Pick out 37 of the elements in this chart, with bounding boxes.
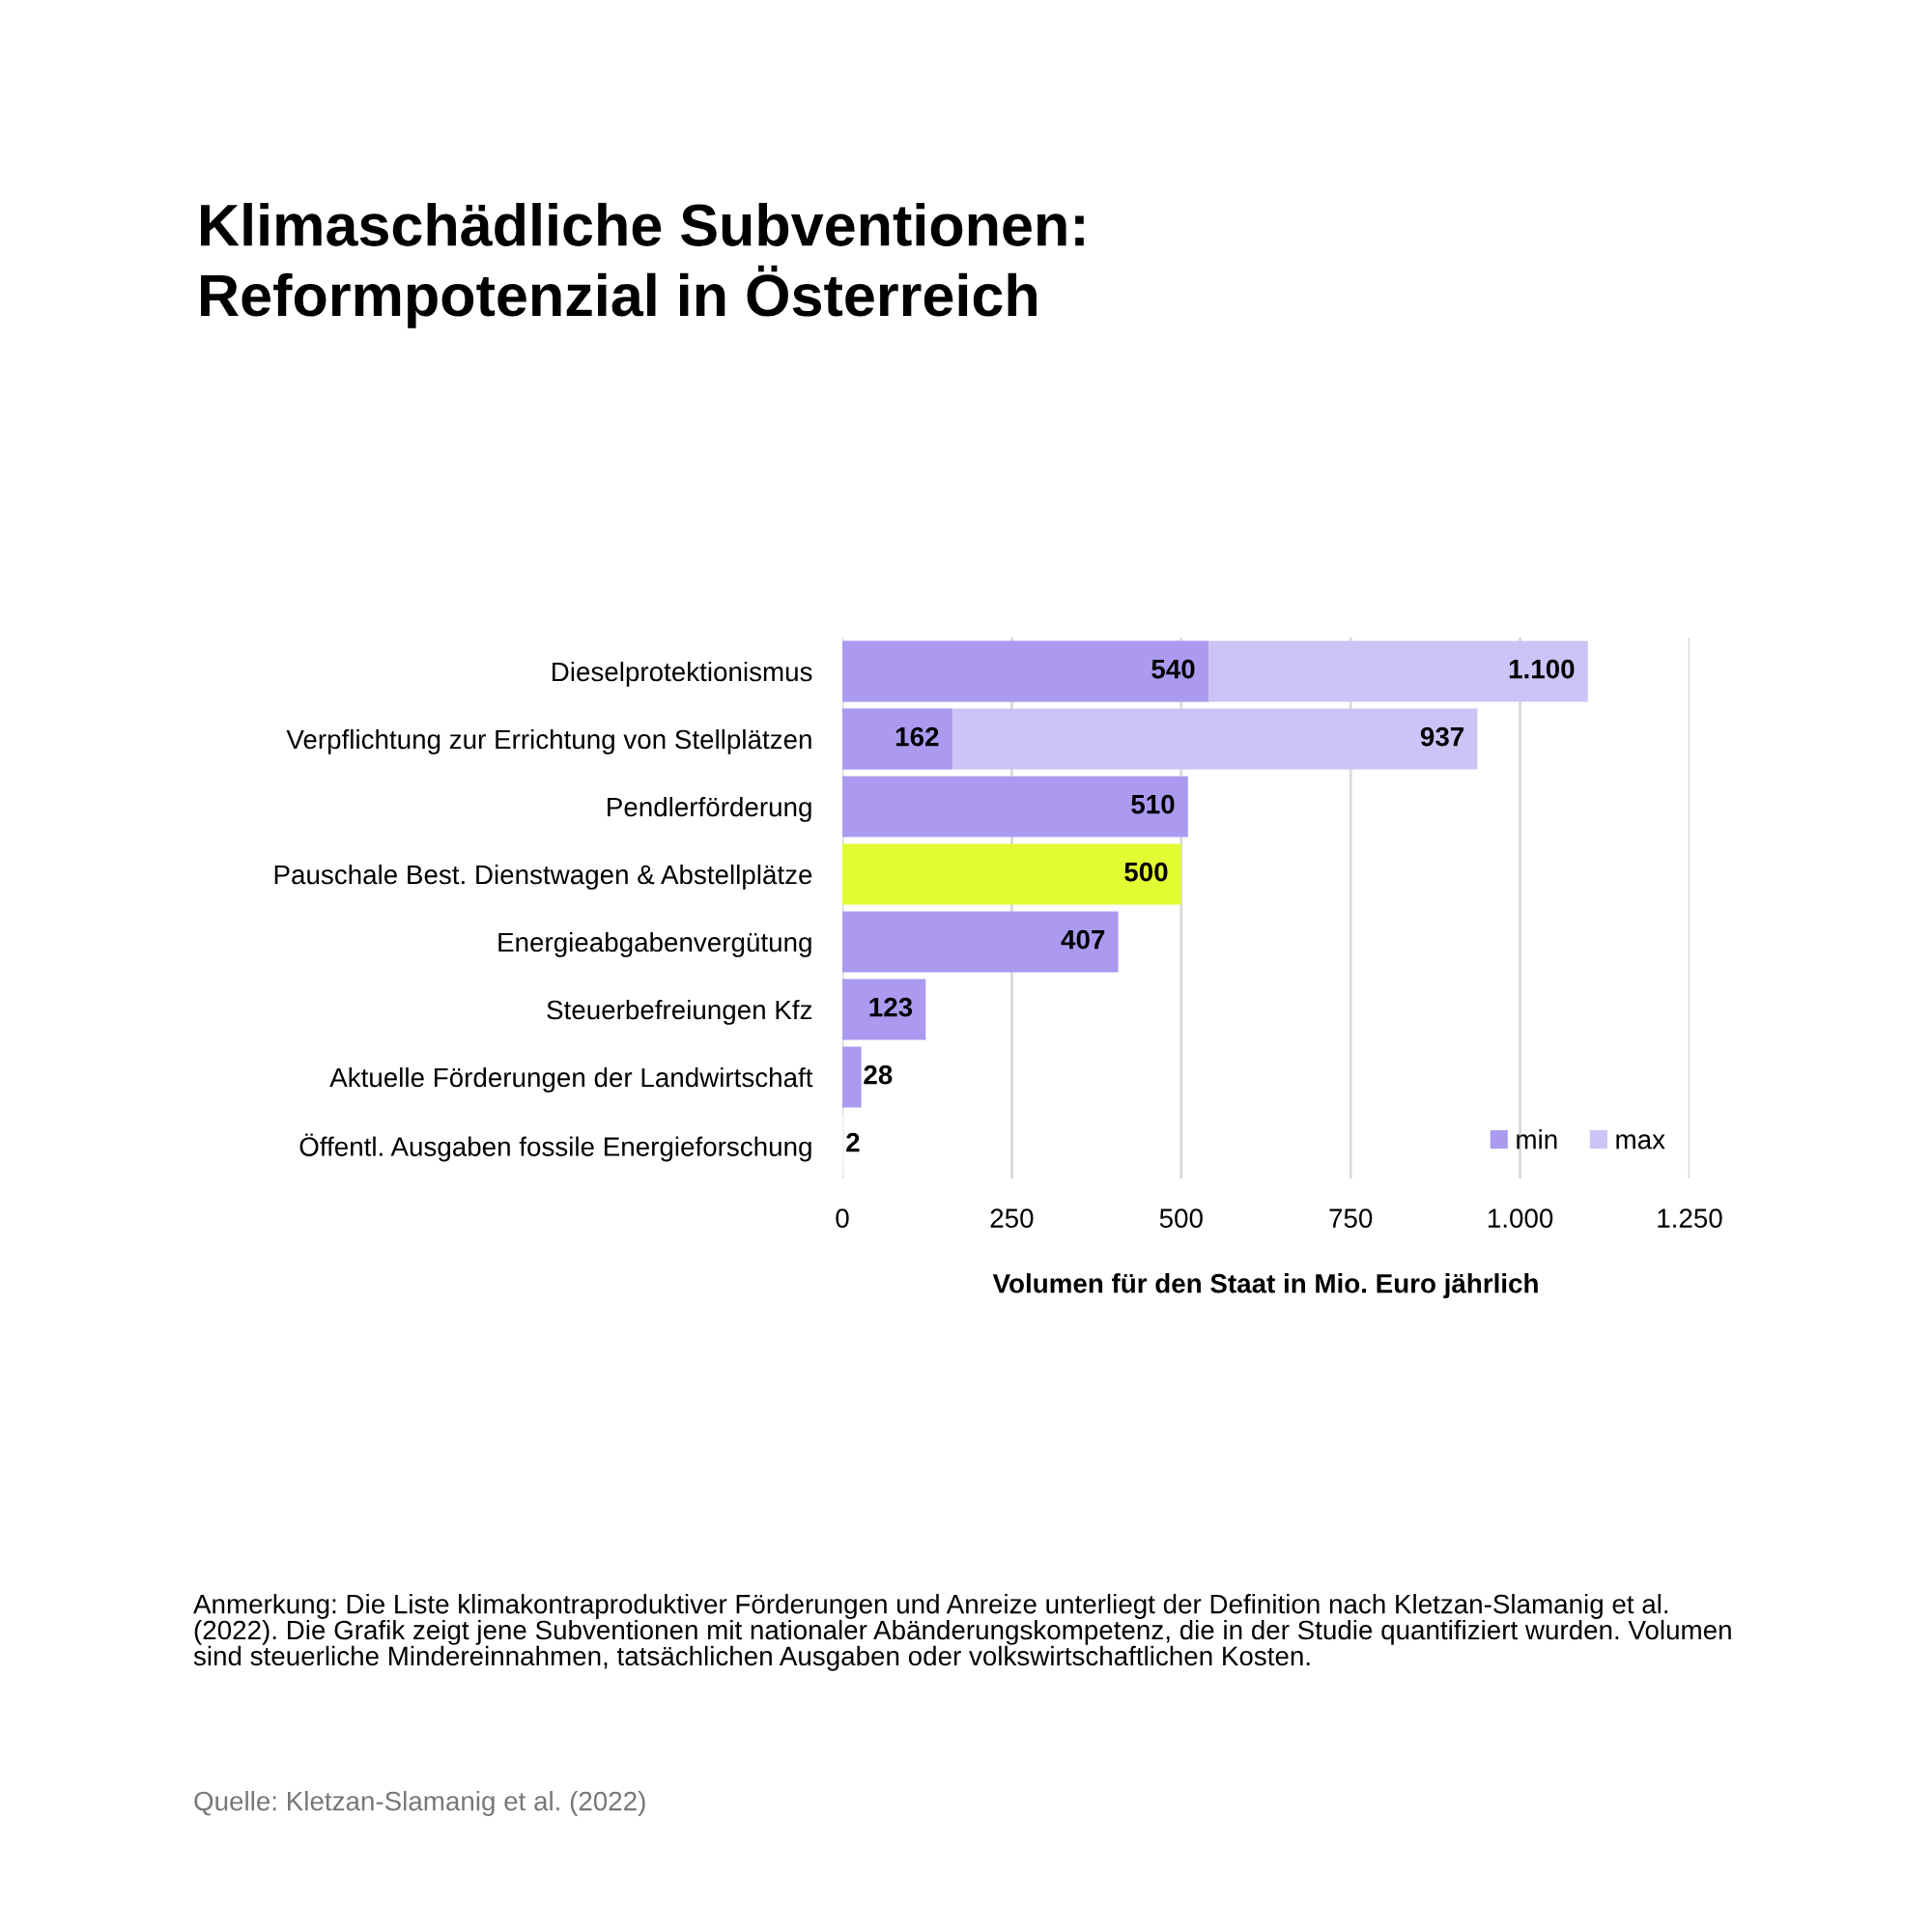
- data-label: 510: [1131, 794, 1175, 814]
- x-axis-title: Volumen für den Staat in Mio. Euro jährlich: [992, 1273, 1538, 1299]
- text: Anmerkung: Die Liste klimakontraproduktiver Förderungen und Anreize unterliegt der Definition nach Kletzan-Slamanig et al. (2022). Die Grafik zeigt jene Subventionen mit nationaler Abänderungskompetenz, die in der Studie quantifiziert wurden. Volumen sind steuerliche Mindereinnahmen, tatsächlichen Ausgaben oder volkswirtschaftlichen Kosten.: [193, 1594, 1731, 1671]
- y-tick-label: Steuerbefreiungen Kfz: [547, 999, 812, 1025]
- bar: [842, 911, 1119, 973]
- bar: [842, 776, 1188, 838]
- y-tick-label: Energieabgabenvergütung: [498, 931, 811, 957]
- y-tick-label: Verpflichtung zur Errichtung von Stellplätzen: [286, 728, 811, 754]
- y-tick-label: Pauschale Best. Dienstwagen & Abstellplätze: [274, 864, 812, 890]
- data-label: 2: [846, 1132, 860, 1152]
- source-note: Quelle: Kletzan-Slamanig et al. (2022): [194, 1791, 645, 1816]
- legend-label: max: [1616, 1134, 1665, 1150]
- data-label: 1.100: [1509, 659, 1575, 679]
- data-label: 123: [869, 997, 913, 1017]
- x-tick-label: 1.250: [1658, 1208, 1722, 1228]
- legend-label: min: [1517, 1129, 1557, 1150]
- data-label: 28: [864, 1065, 893, 1085]
- data-label: 162: [895, 726, 939, 747]
- bar: [842, 708, 952, 770]
- bar: [842, 843, 1181, 905]
- y-tick-label: Pendlerförderung: [608, 796, 811, 822]
- chart-title: Klimaschädliche Subventionen: Reformpotenzial in Österreich: [201, 203, 1084, 328]
- y-tick-label: Dieselprotektionismus: [553, 661, 812, 687]
- bar: [842, 1046, 862, 1108]
- y-tick-label: Öffentl. Ausgaben fossile Energieforschung: [299, 1133, 811, 1162]
- y-tick-label: Aktuelle Förderungen der Landwirtschaft: [329, 1066, 813, 1093]
- data-label: 937: [1420, 726, 1464, 747]
- data-label: 500: [1124, 862, 1168, 882]
- x-tick-label: 500: [1159, 1208, 1203, 1228]
- data-label: 407: [1061, 929, 1105, 950]
- x-tick-label: 0: [836, 1208, 849, 1228]
- x-tick-label: 250: [990, 1208, 1034, 1228]
- bar: [842, 979, 926, 1040]
- x-tick-label: 1.000: [1488, 1208, 1553, 1228]
- x-tick-label: 750: [1329, 1208, 1373, 1228]
- bar: [842, 640, 1208, 702]
- data-label: 540: [1151, 659, 1195, 679]
